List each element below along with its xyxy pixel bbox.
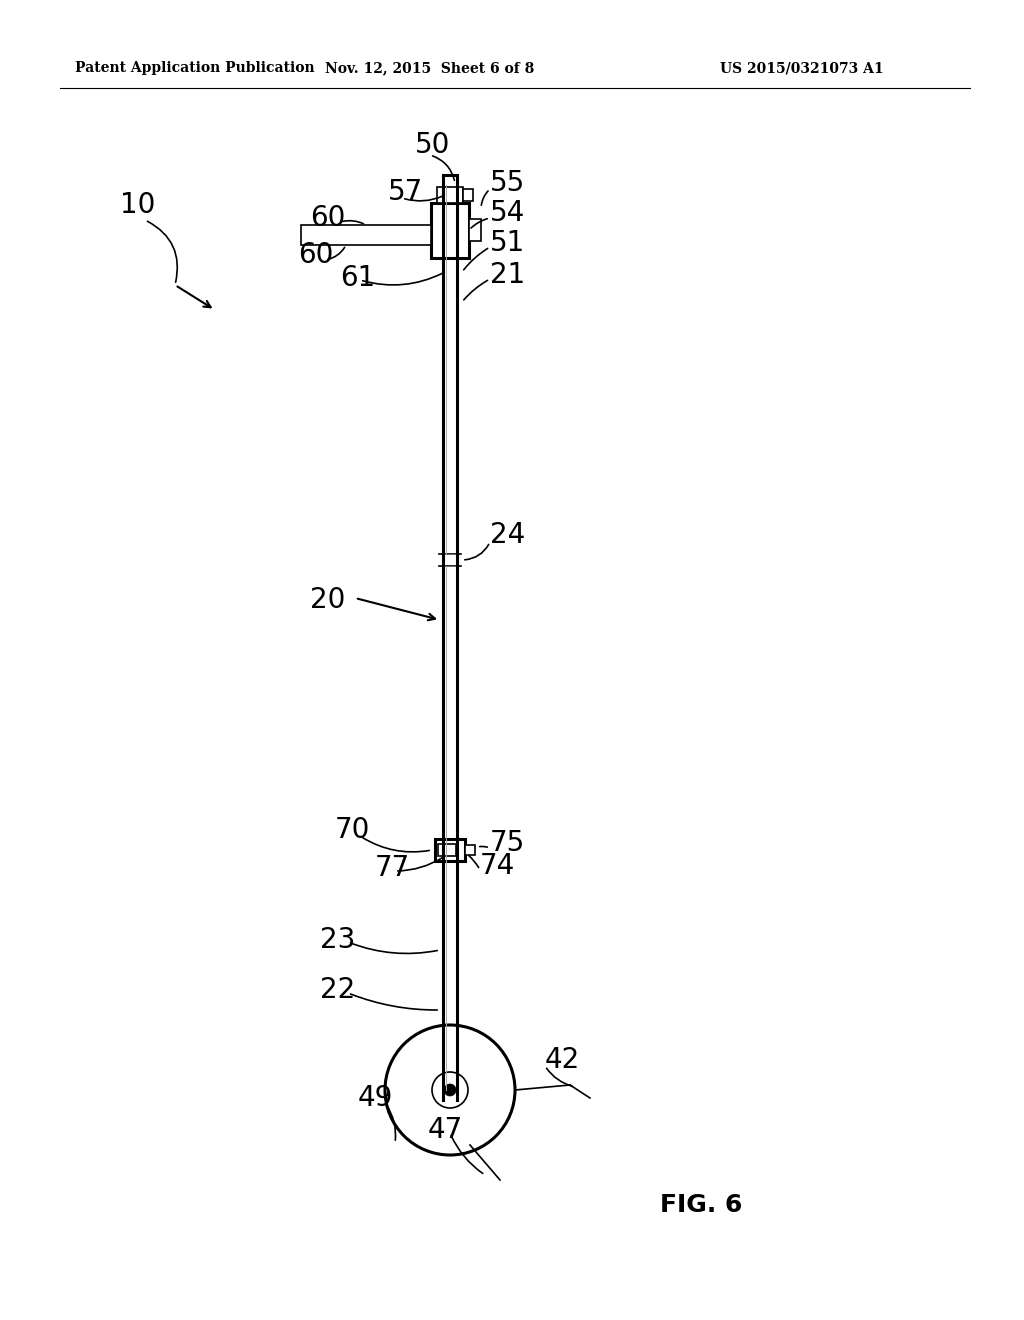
Text: 54: 54: [490, 199, 525, 227]
Bar: [465, 845, 475, 855]
Bar: [469, 219, 481, 242]
Bar: [463, 189, 473, 201]
Text: 77: 77: [375, 854, 411, 882]
Text: 60: 60: [310, 205, 345, 232]
Text: 75: 75: [490, 829, 525, 857]
Text: 74: 74: [480, 851, 515, 880]
Bar: [435, 840, 465, 861]
Text: 49: 49: [358, 1084, 393, 1111]
Text: 55: 55: [490, 169, 525, 197]
Text: 57: 57: [388, 178, 423, 206]
Text: 47: 47: [428, 1115, 463, 1144]
Text: 42: 42: [545, 1045, 581, 1074]
Text: FIG. 6: FIG. 6: [660, 1193, 742, 1217]
Bar: [431, 203, 469, 257]
Bar: [301, 224, 431, 246]
Text: US 2015/0321073 A1: US 2015/0321073 A1: [720, 61, 884, 75]
Text: 61: 61: [340, 264, 375, 292]
Text: 10: 10: [120, 191, 156, 219]
Text: 70: 70: [335, 816, 371, 843]
Bar: [437, 187, 463, 203]
Circle shape: [385, 1026, 515, 1155]
Text: Nov. 12, 2015  Sheet 6 of 8: Nov. 12, 2015 Sheet 6 of 8: [326, 61, 535, 75]
Text: 50: 50: [415, 131, 451, 158]
Text: 51: 51: [490, 228, 525, 257]
Text: Patent Application Publication: Patent Application Publication: [75, 61, 314, 75]
Text: 22: 22: [319, 975, 355, 1005]
Text: 21: 21: [490, 261, 525, 289]
Circle shape: [432, 1072, 468, 1107]
Bar: [438, 843, 456, 855]
Text: 24: 24: [490, 521, 525, 549]
Circle shape: [444, 1084, 456, 1096]
Text: 20: 20: [310, 586, 345, 614]
Text: 60: 60: [298, 242, 334, 269]
Text: 23: 23: [319, 927, 355, 954]
